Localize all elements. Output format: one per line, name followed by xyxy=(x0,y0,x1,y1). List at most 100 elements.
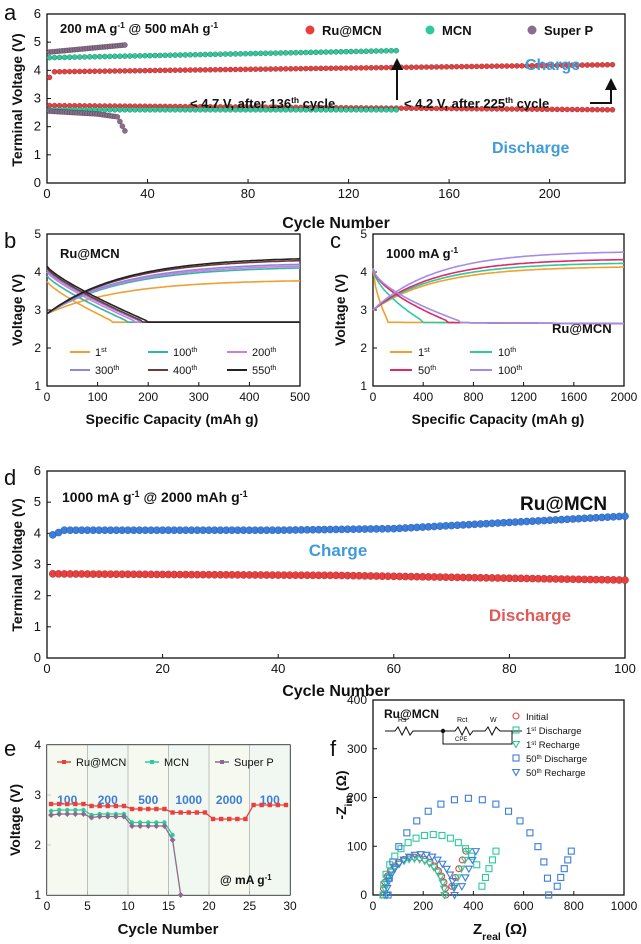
rate-label: 100 xyxy=(260,793,280,807)
data-point xyxy=(267,66,274,72)
legend-label: 400th xyxy=(173,364,197,377)
unit-label: @ mA g-1 xyxy=(220,873,272,888)
data-point xyxy=(137,107,143,113)
data-point xyxy=(167,107,173,113)
data-point xyxy=(252,50,259,57)
data-point xyxy=(66,54,73,60)
data-point xyxy=(464,848,473,856)
data-point xyxy=(107,68,113,74)
data-point xyxy=(87,54,93,60)
y-tick-label: 1 xyxy=(360,379,367,393)
data-point xyxy=(412,834,420,842)
legend-label: 100th xyxy=(498,364,522,377)
data-point xyxy=(368,48,374,54)
data-point xyxy=(433,868,442,877)
data-point xyxy=(217,51,224,57)
x-tick-label: 120 xyxy=(338,186,360,201)
data-point xyxy=(333,49,339,55)
data-point xyxy=(259,802,264,808)
data-point xyxy=(328,49,334,55)
x-tick-label: 200 xyxy=(138,390,158,404)
x-tick-label: 0 xyxy=(43,661,50,676)
data-point xyxy=(122,53,128,59)
data-point xyxy=(323,49,329,55)
data-point xyxy=(172,107,178,113)
data-point xyxy=(227,51,234,57)
data-point xyxy=(534,843,542,851)
data-point xyxy=(212,67,219,73)
data-point xyxy=(557,873,565,882)
data-point xyxy=(403,829,411,837)
data-point xyxy=(574,106,580,113)
charge-label: Charge xyxy=(525,57,580,74)
data-point xyxy=(457,883,467,891)
data-point xyxy=(484,63,490,69)
data-point xyxy=(71,54,78,60)
data-point xyxy=(433,856,442,865)
data-point xyxy=(549,106,555,113)
rate-band xyxy=(168,745,209,895)
y-tick-label: 3 xyxy=(360,303,367,317)
data-point xyxy=(609,61,616,68)
panel-letter-a: a xyxy=(4,0,17,25)
rate-band xyxy=(128,745,169,895)
data-point xyxy=(207,67,214,73)
data-point xyxy=(363,107,369,113)
legend-label: Initial xyxy=(526,712,548,723)
data-point xyxy=(378,107,384,113)
data-point xyxy=(88,814,95,821)
data-point xyxy=(177,107,183,113)
circuit-wire xyxy=(385,725,522,745)
data-point xyxy=(73,807,78,813)
data-point xyxy=(129,823,136,829)
data-point xyxy=(599,62,606,68)
data-point xyxy=(137,823,144,829)
panel-letter-b: b xyxy=(4,228,16,253)
data-point xyxy=(210,816,216,822)
data-point xyxy=(478,796,486,804)
data-point xyxy=(162,52,168,59)
legend-label: 1st Recharge xyxy=(526,740,580,752)
x-tick-label: 1000 xyxy=(611,899,638,913)
y-tick-label: 5 xyxy=(360,227,367,241)
series-line xyxy=(50,809,174,836)
data-point xyxy=(117,107,123,113)
data-point xyxy=(446,834,454,842)
data-point xyxy=(485,865,493,873)
x-axis-label: Specific Capacity (mAh g) xyxy=(412,411,585,427)
data-point xyxy=(353,107,359,113)
data-point xyxy=(112,107,118,113)
data-point xyxy=(488,856,497,864)
data-point xyxy=(257,50,264,57)
data-point xyxy=(429,864,439,872)
data-point xyxy=(457,865,466,874)
data-point xyxy=(308,65,314,72)
data-point xyxy=(604,62,611,68)
data-point xyxy=(169,837,176,843)
legend-label: 50th xyxy=(418,364,436,377)
data-point xyxy=(182,52,188,58)
data-point xyxy=(564,106,570,113)
data-point xyxy=(48,801,54,807)
circuit-diagram: Rs Rct W CPE xyxy=(385,717,522,745)
data-point xyxy=(129,806,135,812)
x-tick-label: 400 xyxy=(413,390,433,404)
data-point xyxy=(382,891,392,900)
legend-label: Super P xyxy=(234,757,274,769)
data-point xyxy=(222,51,229,57)
data-point xyxy=(46,74,53,81)
legend-marker xyxy=(150,760,154,764)
series-line xyxy=(372,262,624,311)
data-point xyxy=(410,855,419,864)
panel-d: 0 20 40 60 80 100 0 1 2 3 4 5 6 Ru@MCN 1000 mA g-1 @ 2… xyxy=(9,463,636,700)
data-point xyxy=(308,49,314,56)
panel-title: 1000 mA g-1 xyxy=(386,245,458,261)
data-point xyxy=(142,67,148,74)
data-point xyxy=(152,67,158,74)
data-point xyxy=(112,813,119,820)
data-point xyxy=(404,839,412,847)
data-point xyxy=(170,832,175,838)
data-point xyxy=(112,68,118,74)
data-point xyxy=(182,107,188,113)
data-point xyxy=(132,107,138,113)
